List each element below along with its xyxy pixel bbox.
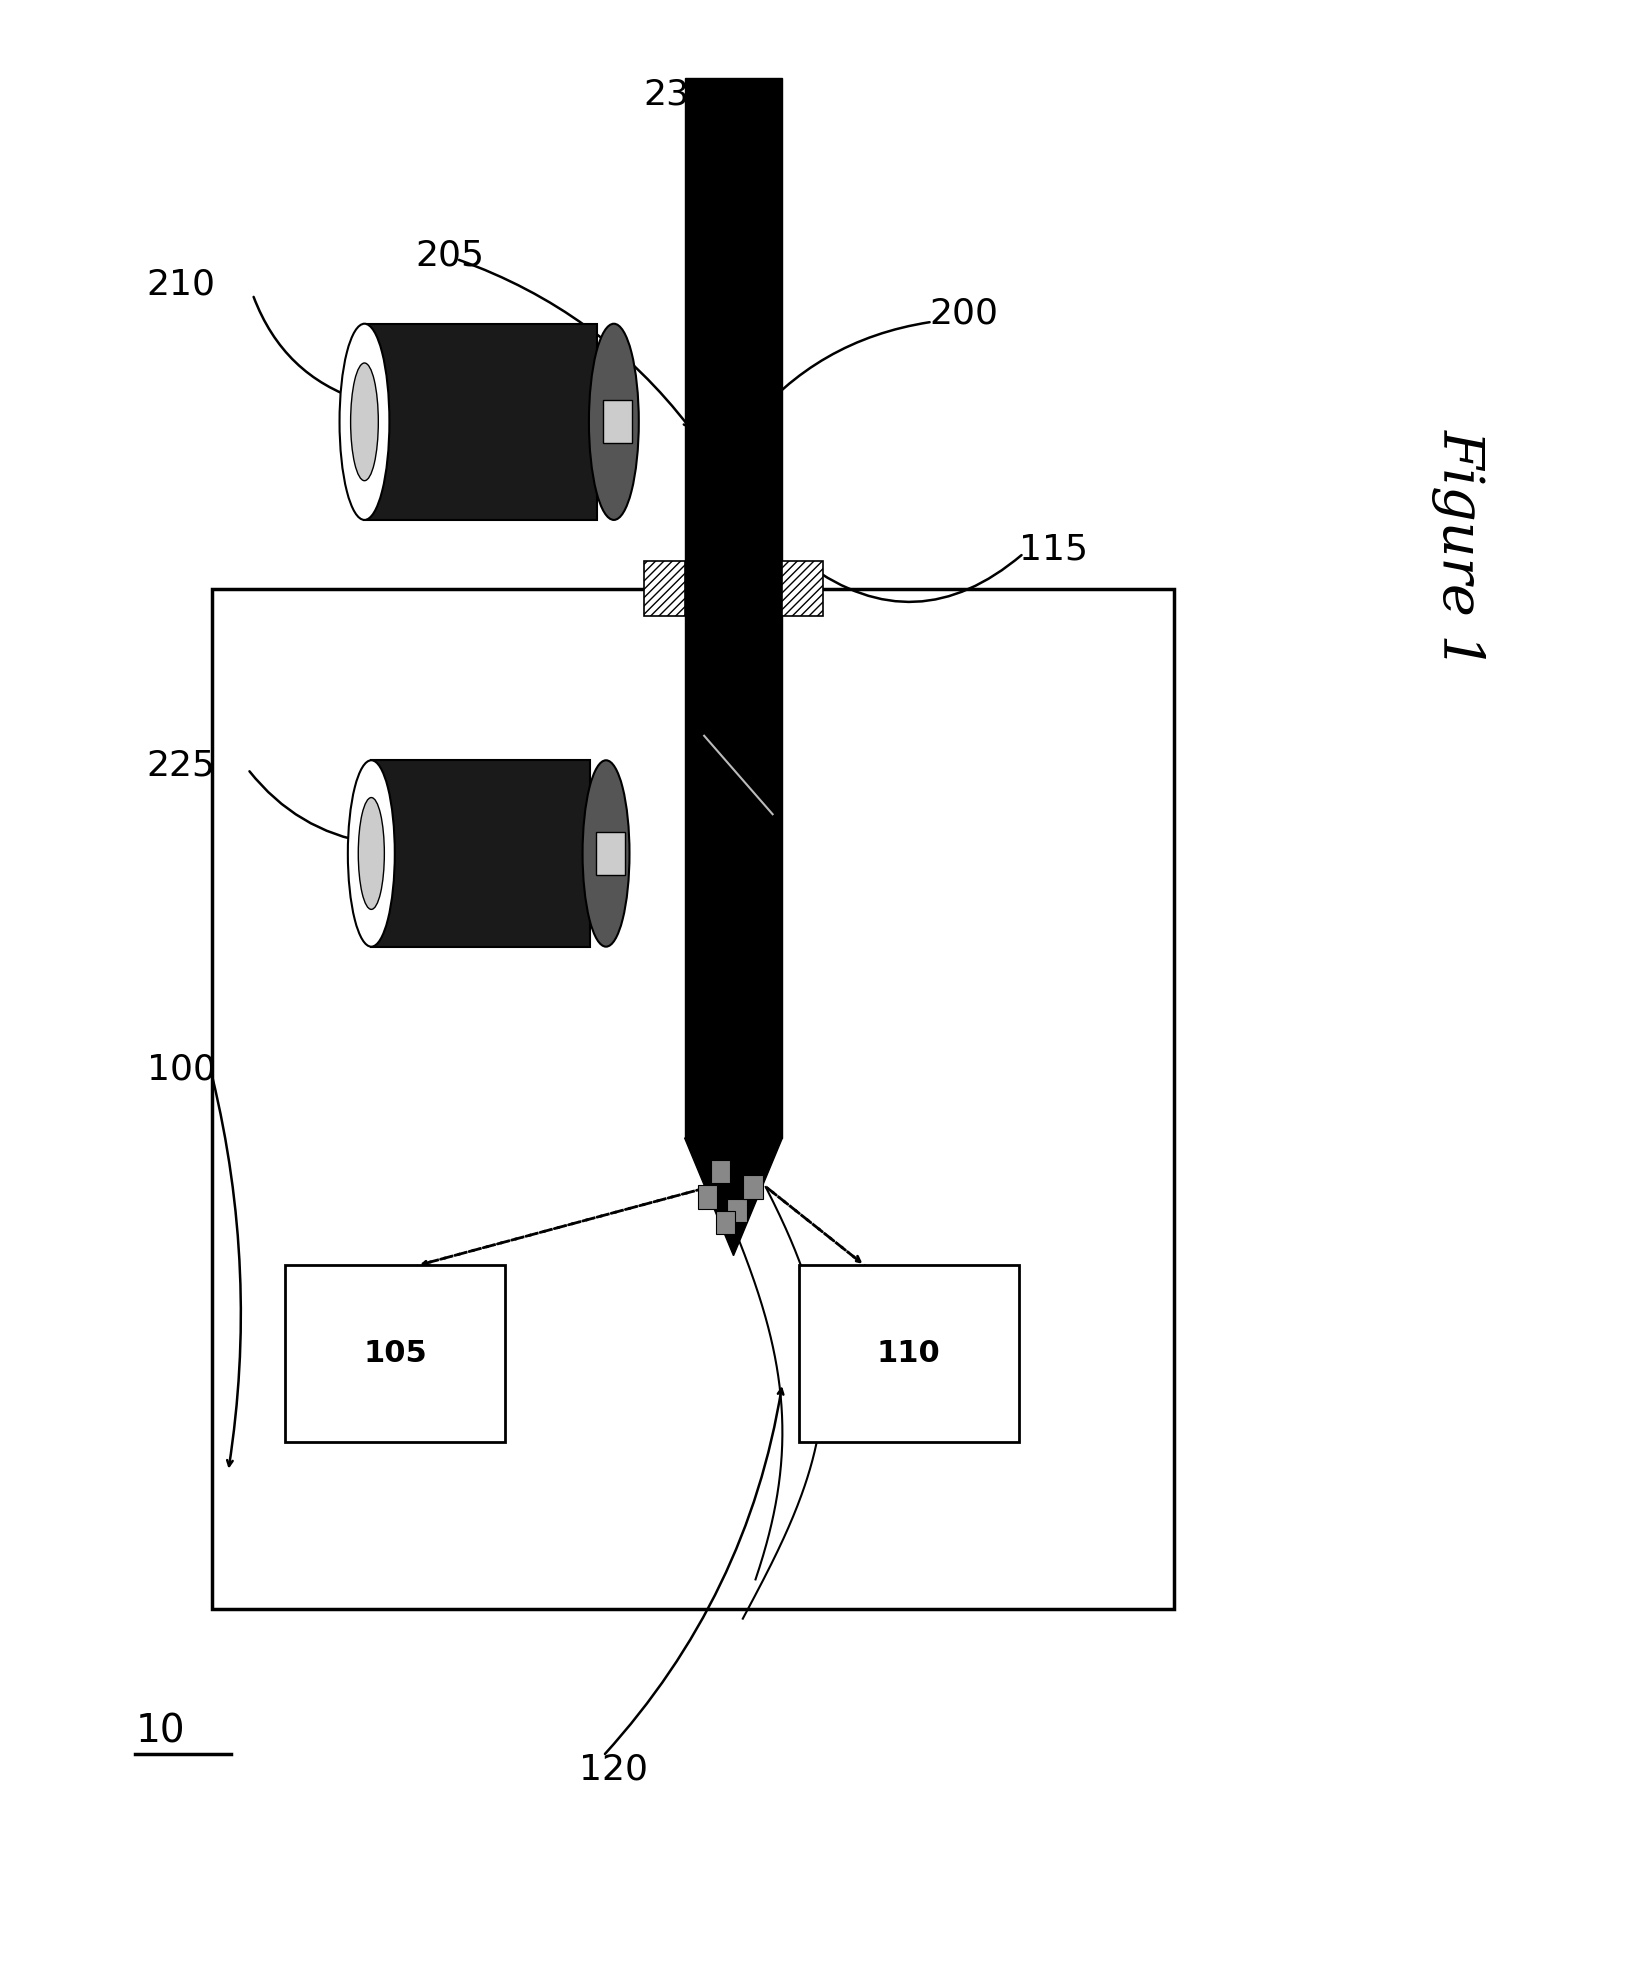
Text: 105: 105 (363, 1340, 427, 1368)
Bar (743, 1175, 763, 1199)
Text: 115: 115 (1019, 532, 1087, 567)
Ellipse shape (588, 324, 639, 520)
Bar (698, 1185, 717, 1209)
FancyBboxPatch shape (372, 759, 590, 948)
Text: 200: 200 (929, 296, 998, 332)
Text: 120: 120 (579, 1752, 647, 1787)
Ellipse shape (347, 759, 394, 948)
FancyBboxPatch shape (365, 324, 597, 520)
Bar (285, 1265, 505, 1442)
Bar (711, 1160, 730, 1183)
Ellipse shape (359, 797, 385, 908)
Text: 235: 235 (644, 77, 712, 112)
Text: 100: 100 (147, 1052, 215, 1087)
Bar (799, 1265, 1019, 1442)
Polygon shape (685, 1138, 782, 1256)
Bar (716, 1211, 735, 1234)
Ellipse shape (582, 759, 629, 948)
Bar (685, 78, 782, 1138)
Bar (782, 561, 823, 616)
Text: 10: 10 (135, 1713, 184, 1750)
Bar (727, 1199, 747, 1222)
Bar (603, 400, 632, 443)
Text: 110: 110 (877, 1340, 941, 1368)
Bar (212, 589, 1174, 1609)
Bar (644, 561, 685, 616)
Text: 205: 205 (416, 237, 484, 273)
Ellipse shape (350, 363, 378, 481)
Text: 225: 225 (147, 748, 215, 783)
Bar (595, 832, 624, 875)
Text: Figure 1: Figure 1 (1431, 430, 1487, 669)
Text: 210: 210 (147, 267, 215, 302)
Ellipse shape (339, 324, 390, 520)
